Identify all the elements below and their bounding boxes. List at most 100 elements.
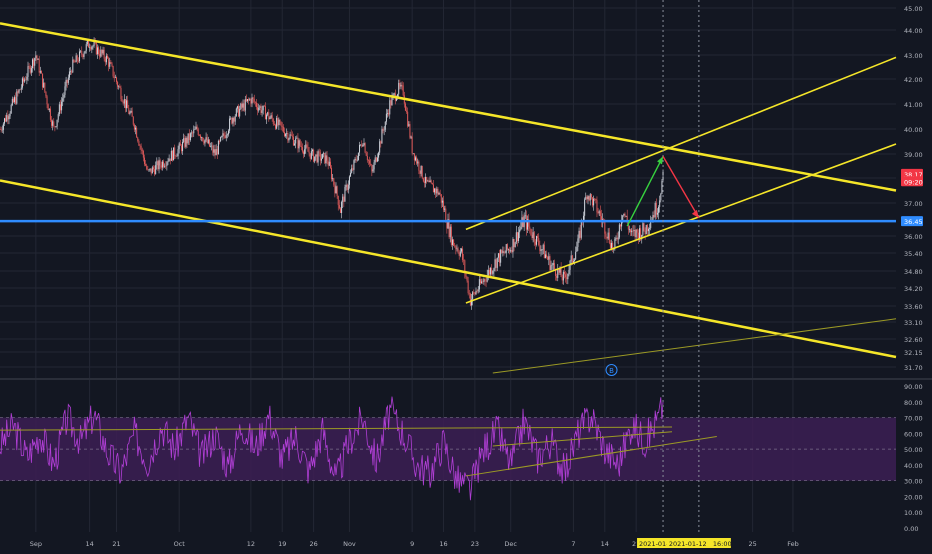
candle[interactable] — [468, 289, 470, 299]
candle[interactable] — [160, 161, 162, 171]
candle[interactable] — [436, 186, 438, 198]
candle[interactable] — [46, 94, 48, 109]
price-panel[interactable] — [0, 37, 664, 310]
candle[interactable] — [310, 148, 312, 160]
candle[interactable] — [495, 258, 497, 272]
candle[interactable] — [509, 246, 511, 255]
candle[interactable] — [527, 215, 529, 234]
candle[interactable] — [441, 197, 443, 207]
candle[interactable] — [219, 139, 221, 145]
candle[interactable] — [173, 147, 175, 161]
candle[interactable] — [259, 104, 261, 111]
candle[interactable] — [462, 246, 464, 263]
candle[interactable] — [58, 101, 60, 117]
candle[interactable] — [11, 96, 13, 107]
candle[interactable] — [295, 136, 297, 149]
candle[interactable] — [418, 159, 420, 175]
candle[interactable] — [618, 222, 620, 240]
candle[interactable] — [16, 89, 18, 105]
candle[interactable] — [307, 142, 309, 152]
candle[interactable] — [478, 273, 480, 293]
candle[interactable] — [636, 228, 638, 239]
candle[interactable] — [68, 67, 70, 81]
candle[interactable] — [90, 44, 92, 51]
candle[interactable] — [120, 85, 122, 102]
candle[interactable] — [497, 252, 499, 263]
candle[interactable] — [52, 119, 54, 131]
candle[interactable] — [320, 154, 322, 164]
candle[interactable] — [238, 104, 240, 117]
candle[interactable] — [35, 51, 37, 61]
candle[interactable] — [248, 97, 250, 105]
candle[interactable] — [137, 136, 139, 143]
candle[interactable] — [439, 189, 441, 197]
candle[interactable] — [459, 248, 461, 258]
candle[interactable] — [586, 195, 588, 203]
candle[interactable] — [635, 229, 637, 240]
candle[interactable] — [326, 151, 328, 165]
candle[interactable] — [53, 118, 55, 128]
candle[interactable] — [279, 119, 281, 126]
candle[interactable] — [631, 228, 633, 236]
candle[interactable] — [29, 64, 31, 75]
candle[interactable] — [224, 131, 226, 139]
candle[interactable] — [562, 270, 564, 285]
candle[interactable] — [448, 212, 450, 240]
candle[interactable] — [331, 165, 333, 182]
candle[interactable] — [587, 194, 589, 205]
candle[interactable] — [410, 135, 412, 140]
candle[interactable] — [175, 154, 177, 159]
candle[interactable] — [534, 239, 536, 250]
candle[interactable] — [654, 201, 656, 220]
candle[interactable] — [630, 228, 632, 237]
candle[interactable] — [266, 113, 268, 125]
candle[interactable] — [528, 214, 530, 231]
candle[interactable] — [594, 197, 596, 202]
candle[interactable] — [322, 153, 324, 159]
candle[interactable] — [286, 128, 288, 139]
candle[interactable] — [558, 269, 560, 275]
candle[interactable] — [382, 127, 384, 134]
candle[interactable] — [588, 195, 590, 202]
candle[interactable] — [435, 187, 437, 199]
candle[interactable] — [305, 140, 307, 154]
candle[interactable] — [138, 139, 140, 147]
candle[interactable] — [597, 207, 599, 215]
candle[interactable] — [117, 80, 119, 90]
candle[interactable] — [64, 81, 66, 98]
candle[interactable] — [44, 82, 46, 93]
candle[interactable] — [272, 117, 274, 126]
candle[interactable] — [539, 240, 541, 255]
candle[interactable] — [451, 236, 453, 250]
candle[interactable] — [25, 76, 27, 81]
candle[interactable] — [337, 195, 339, 211]
candle[interactable] — [214, 144, 216, 159]
candle[interactable] — [583, 211, 585, 228]
candle[interactable] — [443, 195, 445, 213]
candle[interactable] — [223, 130, 225, 139]
candle[interactable] — [290, 129, 292, 136]
candle[interactable] — [296, 135, 298, 139]
candle[interactable] — [411, 132, 413, 156]
candle[interactable] — [113, 71, 115, 82]
candle[interactable] — [553, 259, 555, 270]
candle[interactable] — [133, 123, 135, 133]
candle[interactable] — [501, 249, 503, 254]
candle[interactable] — [206, 134, 208, 144]
candle[interactable] — [251, 93, 253, 108]
candle[interactable] — [499, 249, 501, 267]
candle[interactable] — [367, 159, 369, 165]
candle[interactable] — [249, 97, 251, 101]
candle[interactable] — [542, 243, 544, 255]
candle[interactable] — [291, 131, 293, 140]
rsi-trendline[interactable] — [0, 426, 673, 431]
candle[interactable] — [8, 114, 10, 125]
candle[interactable] — [261, 105, 263, 117]
candle[interactable] — [647, 227, 649, 236]
candle[interactable] — [317, 149, 319, 166]
candle[interactable] — [231, 117, 233, 125]
candle[interactable] — [359, 141, 361, 157]
candle[interactable] — [624, 212, 626, 218]
candle[interactable] — [615, 235, 617, 241]
